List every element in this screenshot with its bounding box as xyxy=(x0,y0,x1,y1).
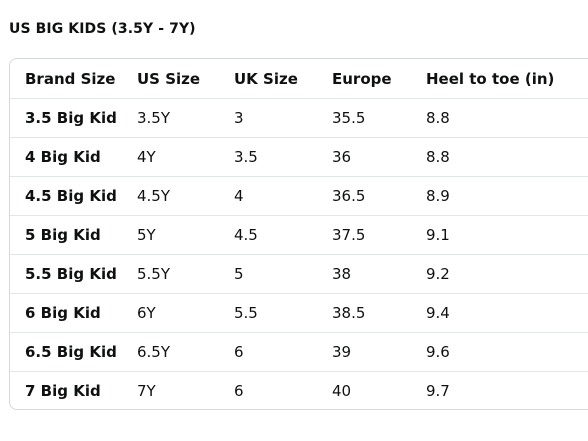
cell-brand-size: 4 Big Kid xyxy=(10,137,137,177)
header-europe: Europe xyxy=(332,69,392,88)
cell-us-size: 3.5Y xyxy=(137,98,234,138)
cell-europe: 40 xyxy=(332,371,426,409)
cell-brand-size: 5 Big Kid xyxy=(10,215,137,255)
cell-us-size: 6.5Y xyxy=(137,332,234,372)
cell-us-size: 7Y xyxy=(137,371,234,409)
cell-uk-size: 4.5 xyxy=(234,215,332,255)
cell-uk-size: 6 xyxy=(234,332,332,372)
header-uk-size: UK Size xyxy=(234,69,298,88)
cell-heel-to-toe: 8.8 xyxy=(426,137,588,177)
cell-europe: 38 xyxy=(332,254,426,294)
cell-brand-size: 6 Big Kid xyxy=(10,293,137,333)
cell-brand-size: 3.5 Big Kid xyxy=(10,98,137,138)
cell-us-size: 4.5Y xyxy=(137,176,234,216)
cell-brand-size: 6.5 Big Kid xyxy=(10,332,137,372)
table-row: 6 Big Kid 6Y 5.5 38.5 9.4 xyxy=(10,293,588,333)
table-row: 4 Big Kid 4Y 3.5 36 8.8 xyxy=(10,137,588,177)
cell-europe: 36 xyxy=(332,137,426,177)
cell-heel-to-toe: 8.8 xyxy=(426,98,588,138)
table-header-row: Brand Size US Size UK Size Europe Heel t… xyxy=(10,59,588,99)
table-row: 5.5 Big Kid 5.5Y 5 38 9.2 xyxy=(10,254,588,294)
cell-europe: 36.5 xyxy=(332,176,426,216)
table-row: 4.5 Big Kid 4.5Y 4 36.5 8.9 xyxy=(10,176,588,216)
table-row: 3.5 Big Kid 3.5Y 3 35.5 8.8 xyxy=(10,98,588,138)
cell-heel-to-toe: 9.7 xyxy=(426,371,588,409)
cell-uk-size: 3.5 xyxy=(234,137,332,177)
table-row: 7 Big Kid 7Y 6 40 9.7 xyxy=(10,371,588,409)
table-row: 5 Big Kid 5Y 4.5 37.5 9.1 xyxy=(10,215,588,255)
cell-europe: 35.5 xyxy=(332,98,426,138)
cell-uk-size: 3 xyxy=(234,98,332,138)
cell-europe: 38.5 xyxy=(332,293,426,333)
cell-brand-size: 5.5 Big Kid xyxy=(10,254,137,294)
size-chart-table: Brand Size US Size UK Size Europe Heel t… xyxy=(10,59,588,409)
cell-uk-size: 4 xyxy=(234,176,332,216)
cell-heel-to-toe: 9.4 xyxy=(426,293,588,333)
cell-uk-size: 5.5 xyxy=(234,293,332,333)
cell-us-size: 6Y xyxy=(137,293,234,333)
size-chart-card: Brand Size US Size UK Size Europe Heel t… xyxy=(9,58,588,410)
section-title: US BIG KIDS (3.5Y - 7Y) xyxy=(9,21,196,37)
cell-heel-to-toe: 9.1 xyxy=(426,215,588,255)
cell-europe: 39 xyxy=(332,332,426,372)
header-brand-size: Brand Size xyxy=(25,69,116,88)
cell-europe: 37.5 xyxy=(332,215,426,255)
table-row: 6.5 Big Kid 6.5Y 6 39 9.6 xyxy=(10,332,588,372)
cell-brand-size: 4.5 Big Kid xyxy=(10,176,137,216)
cell-heel-to-toe: 9.2 xyxy=(426,254,588,294)
cell-uk-size: 5 xyxy=(234,254,332,294)
cell-brand-size: 7 Big Kid xyxy=(10,371,137,409)
cell-us-size: 5Y xyxy=(137,215,234,255)
header-heel-to-toe: Heel to toe (in) xyxy=(426,69,555,88)
cell-heel-to-toe: 9.6 xyxy=(426,332,588,372)
cell-us-size: 5.5Y xyxy=(137,254,234,294)
cell-heel-to-toe: 8.9 xyxy=(426,176,588,216)
cell-uk-size: 6 xyxy=(234,371,332,409)
header-us-size: US Size xyxy=(137,69,201,88)
cell-us-size: 4Y xyxy=(137,137,234,177)
